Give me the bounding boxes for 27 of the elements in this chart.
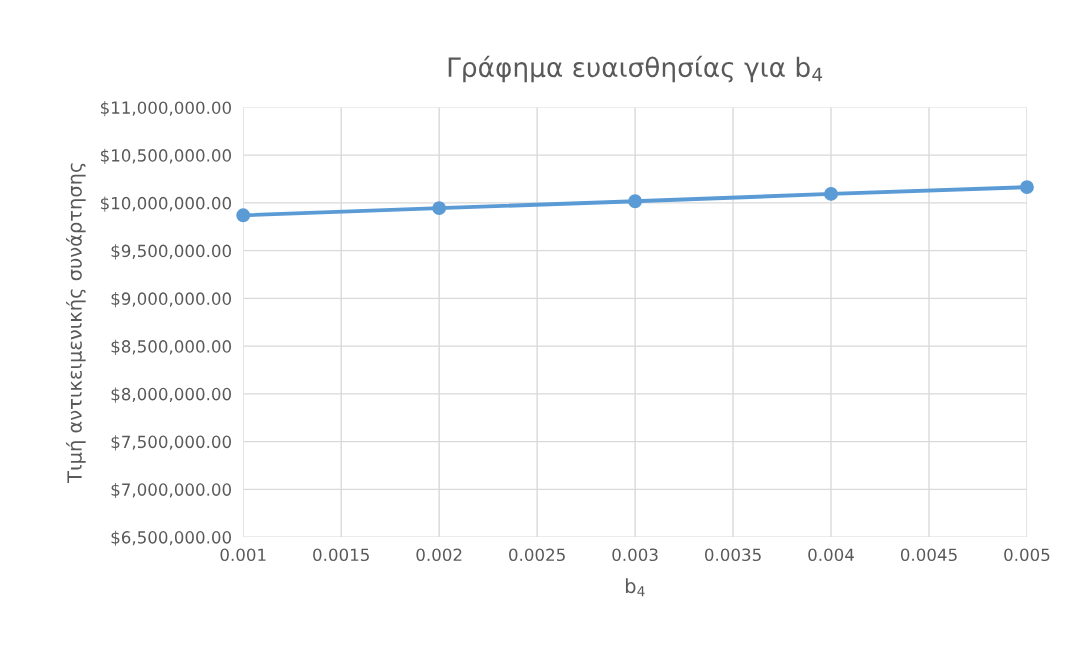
x-tick-label: 0.005 xyxy=(1004,548,1050,562)
point xyxy=(1020,180,1034,195)
y-tick-label: $6,500,000.00 xyxy=(111,530,232,546)
y-tick-label: $9,000,000.00 xyxy=(111,292,232,308)
point xyxy=(236,208,251,223)
x-tick-label: 0.004 xyxy=(808,548,854,562)
y-tick-label: $10,000,000.00 xyxy=(100,196,232,212)
x-tick-label: 0.0045 xyxy=(900,548,957,562)
x-tick-label: 0.0025 xyxy=(509,548,565,562)
x-axis-title: b$_{4}$ xyxy=(625,578,645,597)
y-tick-label: $7,500,000.00 xyxy=(111,435,232,451)
x-tick-label: 0.001 xyxy=(220,548,266,562)
y-tick-label: $8,500,000.00 xyxy=(111,339,232,355)
chart-title: Γράφημα ευαισθησίας για b$_{4}$ xyxy=(448,55,823,83)
y-tick-label: $10,500,000.00 xyxy=(100,148,232,164)
point xyxy=(628,194,643,209)
y-tick-label: $9,500,000.00 xyxy=(111,244,232,260)
y-tick-label: $11,000,000.00 xyxy=(100,101,232,117)
x-tick-label: 0.003 xyxy=(612,548,658,562)
y-tick-label: $7,000,000.00 xyxy=(111,483,232,499)
point xyxy=(432,201,447,216)
y-tick-label: $8,000,000.00 xyxy=(111,387,232,403)
y-axis-title: Τιμή αντικειμενικής συνάρτησης xyxy=(66,163,86,483)
x-tick-label: 0.002 xyxy=(416,548,462,562)
x-tick-label: 0.0015 xyxy=(313,548,369,562)
point xyxy=(824,186,838,201)
x-tick-label: 0.0035 xyxy=(704,548,761,562)
